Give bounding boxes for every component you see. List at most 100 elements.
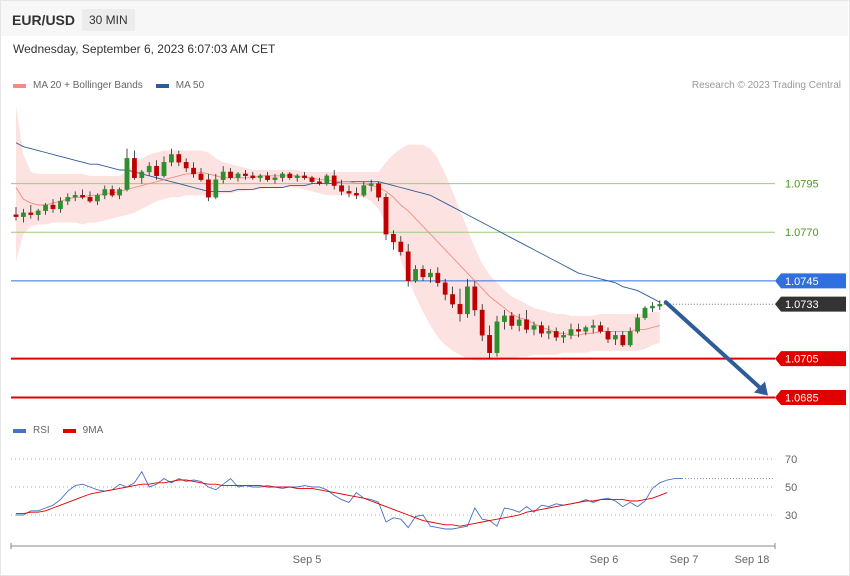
candle-body — [28, 212, 34, 215]
ma20-line — [15, 171, 660, 336]
candle — [317, 177, 322, 186]
candle — [339, 179, 344, 196]
x-tick-label: Sep 18 — [735, 554, 770, 566]
level-tag-1.0705 — [775, 351, 846, 367]
candle-body — [131, 158, 137, 178]
candle-body — [635, 317, 641, 332]
candle — [539, 321, 544, 338]
candle — [102, 185, 108, 200]
candle-body — [287, 173, 293, 178]
rsi-legend-label: RSI — [33, 425, 50, 436]
candle — [87, 191, 93, 204]
symbol-label: EUR/USD — [12, 12, 76, 28]
candle-body — [35, 210, 41, 215]
candle-body — [598, 325, 604, 332]
candle-body — [420, 268, 426, 278]
candle — [205, 173, 211, 202]
level-tag-1.0685 — [775, 390, 846, 405]
candle-body — [539, 325, 544, 334]
candle-body — [553, 331, 559, 338]
candle — [509, 311, 515, 330]
candle — [494, 315, 500, 357]
candle-body — [368, 183, 374, 186]
candle-body — [146, 165, 152, 173]
candle — [58, 197, 63, 213]
x-tick-label: Sep 7 — [670, 554, 699, 566]
candle-body — [242, 173, 248, 177]
credit-label: Research © 2023 Trading Central — [691, 80, 841, 91]
candle — [109, 185, 115, 198]
candle-body — [109, 189, 115, 196]
candle — [191, 162, 196, 178]
candle — [613, 331, 618, 345]
candle — [346, 185, 352, 198]
price-legend: MA 20 + Bollinger Bands MA 50 — [13, 80, 204, 91]
candle-body — [154, 165, 159, 177]
candle — [183, 158, 189, 172]
candle — [146, 162, 152, 176]
candle — [657, 300, 663, 310]
candle — [72, 191, 78, 202]
candle-body — [235, 173, 241, 178]
candle-body — [87, 197, 93, 202]
candle-body — [317, 181, 322, 184]
candle — [383, 193, 389, 240]
bb-legend-swatch — [13, 83, 26, 88]
candle — [368, 179, 374, 192]
forecast-arrow-head — [754, 381, 768, 396]
forecast-arrow-shaft — [663, 300, 764, 392]
candle-body — [627, 331, 633, 346]
candle — [94, 193, 100, 205]
timeframe-button[interactable]: 30 MIN — [82, 9, 135, 31]
candle — [21, 208, 26, 223]
candle — [650, 302, 655, 312]
candle-body — [13, 214, 19, 217]
candle — [516, 313, 522, 332]
candle — [80, 189, 86, 200]
datetime-label: Wednesday, September 6, 2023 6:07:03 AM … — [13, 42, 276, 56]
candle-body — [620, 335, 626, 346]
candle-body — [405, 251, 411, 282]
candle — [43, 203, 49, 215]
candle-body — [383, 197, 389, 235]
x-tick-label: Sep 6 — [590, 554, 619, 566]
candle-body — [124, 158, 130, 190]
candle-body — [442, 282, 448, 295]
level-label-1.0705: 1.0705 — [785, 354, 819, 366]
candle-body — [94, 195, 100, 202]
candle-body — [80, 195, 86, 198]
candle — [235, 171, 241, 182]
candle — [117, 187, 123, 200]
candle-body — [428, 272, 433, 278]
rsi-tick-label-70: 70 — [785, 454, 797, 466]
level-label-1.0733: 1.0733 — [785, 299, 819, 311]
level-tag-1.0733 — [775, 296, 846, 312]
candle — [265, 171, 270, 182]
candle — [376, 181, 381, 202]
candle-body — [450, 294, 455, 305]
candle — [228, 168, 233, 180]
candle — [546, 325, 552, 340]
candle-body — [576, 329, 581, 332]
x-tick-label: Sep 5 — [293, 554, 322, 566]
candle-body — [413, 268, 418, 282]
candle-body — [561, 335, 567, 338]
rsi-line — [16, 470, 682, 530]
candle-body — [43, 204, 49, 212]
candle-body — [117, 189, 123, 196]
candle — [450, 286, 455, 309]
candle — [635, 313, 641, 334]
candle-body — [21, 212, 26, 217]
candle-body — [50, 204, 56, 210]
candle-body — [324, 175, 330, 184]
candle-body — [516, 319, 522, 326]
candle-body — [502, 315, 507, 322]
candle-body — [257, 175, 263, 178]
candle-body — [65, 197, 71, 202]
candle-body — [213, 179, 219, 198]
candle-body — [583, 327, 589, 332]
candle — [472, 280, 478, 316]
rsi-legend-swatch — [13, 428, 26, 433]
candle — [531, 321, 537, 336]
